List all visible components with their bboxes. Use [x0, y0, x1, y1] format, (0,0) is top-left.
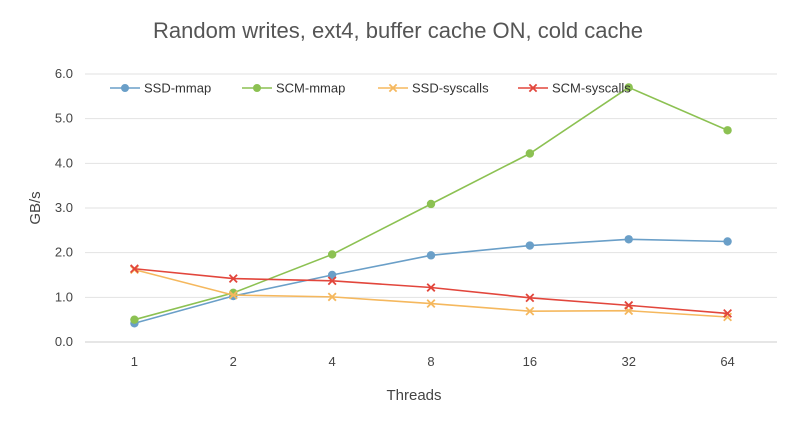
x-axis-ticks: 1 2 4 8 16 32 64 [131, 354, 735, 369]
x-tick-label: 32 [621, 354, 635, 369]
x-tick-label: 64 [720, 354, 734, 369]
data-point [228, 274, 238, 284]
legend-marker [528, 83, 538, 93]
series-ssd-syscalls [129, 265, 733, 322]
y-axis-label: GB/s [27, 191, 44, 224]
legend-marker [253, 84, 261, 92]
x-axis-label: Threads [386, 387, 441, 404]
data-point [327, 250, 337, 259]
y-tick-label: 2.0 [55, 245, 73, 260]
data-point [327, 276, 337, 286]
y-tick-label: 6.0 [55, 66, 73, 81]
chart-title: Random writes, ext4, buffer cache ON, co… [153, 18, 643, 43]
legend-label: SSD-syscalls [412, 81, 489, 96]
y-tick-label: 0.0 [55, 334, 73, 349]
data-point [525, 306, 535, 316]
data-point [426, 299, 436, 309]
data-point [723, 308, 733, 318]
data-point [624, 83, 633, 92]
series-line [134, 267, 728, 315]
data-point [723, 126, 732, 135]
data-point [327, 270, 337, 280]
legend-marker [388, 83, 398, 93]
y-tick-label: 4.0 [55, 155, 73, 170]
data-point [624, 300, 634, 310]
legend: SSD-mmap SCM-mmap SSD-syscalls SCM-syscalls [110, 81, 631, 96]
x-tick-label: 1 [131, 354, 138, 369]
legend-item: SCM-mmap [242, 81, 345, 96]
legend-item: SSD-mmap [110, 81, 211, 96]
y-tick-label: 3.0 [55, 200, 73, 215]
legend-label: SSD-mmap [144, 81, 211, 96]
series-layer [129, 83, 733, 328]
series-scm-syscalls [129, 264, 733, 318]
x-tick-label: 2 [230, 354, 237, 369]
data-point [327, 292, 337, 302]
series-line [134, 268, 728, 318]
data-point [426, 199, 436, 209]
data-point [723, 312, 733, 322]
legend-item: SCM-syscalls [518, 81, 631, 96]
legend-item: SSD-syscalls [378, 81, 489, 96]
y-tick-label: 5.0 [55, 111, 73, 126]
legend-marker [121, 84, 129, 92]
legend-label: SCM-mmap [276, 81, 345, 96]
x-tick-label: 8 [427, 354, 434, 369]
data-point [525, 149, 535, 158]
data-point [129, 264, 139, 274]
data-point [723, 237, 732, 246]
y-axis-ticks: 0.0 1.0 2.0 3.0 4.0 5.0 6.0 [55, 66, 73, 349]
data-point [426, 251, 436, 260]
y-tick-label: 1.0 [55, 289, 73, 304]
data-point [130, 315, 139, 324]
x-tick-label: 16 [523, 354, 537, 369]
data-point [525, 293, 535, 303]
series-ssd-mmap [130, 235, 732, 328]
data-point [228, 290, 238, 300]
series-scm-mmap [130, 83, 732, 324]
data-point [525, 241, 535, 250]
data-point [624, 235, 633, 244]
legend-label: SCM-syscalls [552, 81, 631, 96]
data-point [426, 283, 436, 292]
x-tick-label: 4 [329, 354, 336, 369]
